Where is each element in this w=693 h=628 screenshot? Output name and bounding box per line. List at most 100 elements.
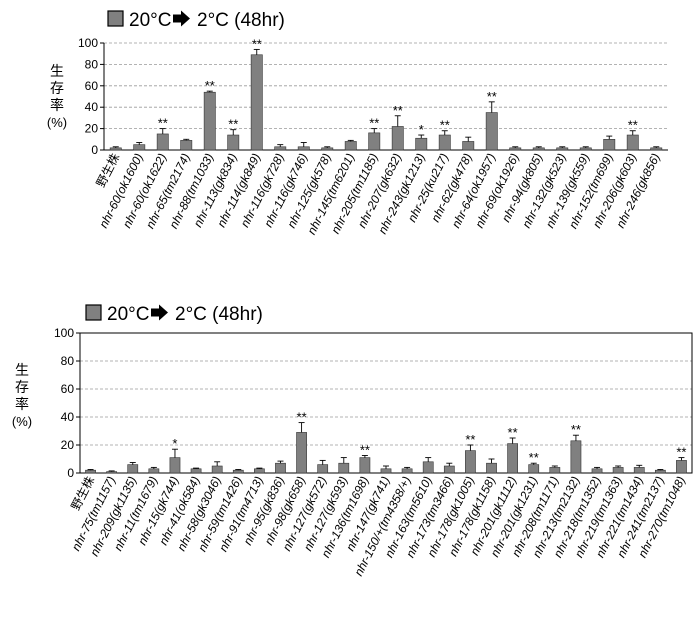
- bar: [275, 462, 286, 474]
- bar: [156, 133, 169, 151]
- significance-marker: *: [172, 436, 177, 451]
- bar: [391, 126, 404, 151]
- legend-label: 20°C: [129, 10, 171, 31]
- bar: [633, 467, 645, 474]
- bar: [317, 464, 329, 474]
- y-tick-label: 40: [61, 410, 75, 424]
- bar: [227, 134, 240, 151]
- significance-marker: **: [252, 36, 262, 51]
- bar: [676, 460, 687, 474]
- significance-marker: **: [228, 117, 238, 132]
- significance-marker: **: [487, 89, 497, 104]
- bar: [654, 469, 666, 474]
- y-axis-label-part: 存: [15, 379, 29, 395]
- significance-marker: **: [360, 443, 370, 458]
- y-tick-label: 20: [61, 438, 75, 452]
- bar: [626, 134, 639, 151]
- y-axis-label-part: (%): [47, 115, 67, 130]
- bar: [443, 465, 455, 474]
- bar: [507, 443, 518, 474]
- legend-swatch: [85, 304, 102, 321]
- bar: [528, 464, 540, 474]
- bar: [462, 141, 475, 151]
- bar: [556, 147, 569, 151]
- bar: [203, 91, 216, 151]
- chart-top: 20°C 2°C (48hr)生存率(%)020406080100野生株nhr-6…: [47, 10, 668, 237]
- bar: [422, 461, 434, 474]
- bar: [254, 468, 265, 474]
- bar: [344, 141, 357, 151]
- significance-marker: **: [297, 410, 307, 425]
- significance-marker: **: [369, 116, 379, 131]
- bar: [485, 112, 498, 151]
- bar: [359, 457, 371, 474]
- legend-target: 2°C (48hr): [175, 304, 263, 325]
- y-tick-label: 40: [85, 100, 99, 114]
- y-tick-label: 60: [61, 382, 75, 396]
- y-axis-label-part: 率: [50, 97, 64, 113]
- bar: [133, 144, 146, 151]
- arrow-right-icon: [173, 10, 190, 27]
- bar: [180, 140, 193, 151]
- bar: [486, 462, 497, 474]
- y-axis-label: 生存率 (%): [47, 63, 67, 130]
- y-tick-label: 100: [78, 36, 98, 50]
- bar: [148, 468, 160, 474]
- significance-marker: **: [158, 116, 168, 131]
- bar: [415, 137, 428, 151]
- bar: [570, 440, 582, 474]
- significance-marker: **: [529, 450, 539, 465]
- significance-marker: *: [419, 122, 424, 137]
- y-axis-label: 生存率 (%): [12, 362, 32, 429]
- bar: [650, 147, 663, 151]
- significance-marker: **: [440, 118, 450, 133]
- bar: [549, 467, 561, 474]
- bar: [509, 147, 522, 151]
- y-tick-label: 20: [85, 122, 99, 136]
- bar: [297, 146, 310, 151]
- bar: [321, 147, 334, 151]
- bar: [603, 139, 616, 151]
- bar: [127, 464, 139, 474]
- bar: [438, 134, 451, 151]
- legend: 20°C 2°C (48hr): [107, 10, 285, 31]
- bar: [109, 147, 122, 151]
- significance-marker: **: [628, 118, 638, 133]
- significance-marker: **: [571, 422, 581, 437]
- y-axis-label-part: 生: [50, 63, 64, 79]
- bar: [401, 468, 413, 474]
- bar: [465, 450, 476, 474]
- legend-target: 2°C (48hr): [197, 10, 285, 31]
- legend-label: 20°C: [107, 304, 149, 325]
- y-tick-label: 0: [67, 466, 74, 480]
- bar: [250, 54, 263, 151]
- y-tick-label: 80: [85, 57, 99, 71]
- significance-marker: **: [205, 78, 215, 93]
- y-tick-label: 80: [61, 354, 75, 368]
- significance-marker: **: [393, 103, 403, 118]
- bar: [211, 465, 223, 474]
- bar: [232, 469, 244, 474]
- bar: [169, 457, 181, 474]
- bar: [338, 462, 350, 474]
- y-axis-label-part: 率: [15, 396, 29, 412]
- y-tick-label: 100: [54, 326, 74, 340]
- bar: [368, 132, 381, 151]
- y-tick-label: 60: [85, 79, 99, 93]
- bar: [591, 468, 603, 474]
- legend: 20°C 2°C (48hr): [85, 304, 263, 325]
- plot-frame: [79, 332, 693, 474]
- bar: [380, 468, 392, 474]
- significance-marker: **: [676, 445, 686, 460]
- bar: [296, 432, 307, 474]
- significance-marker: **: [508, 425, 518, 440]
- bar: [579, 147, 592, 151]
- bar: [85, 469, 96, 474]
- bar: [532, 147, 545, 151]
- chart-bottom: 20°C 2°C (48hr)生存率(%)020406080100野生株nhr-7…: [12, 304, 693, 578]
- bar: [274, 146, 287, 151]
- arrow-right-icon: [151, 304, 168, 321]
- y-axis-label-part: 存: [50, 80, 64, 96]
- significance-marker: **: [465, 432, 475, 447]
